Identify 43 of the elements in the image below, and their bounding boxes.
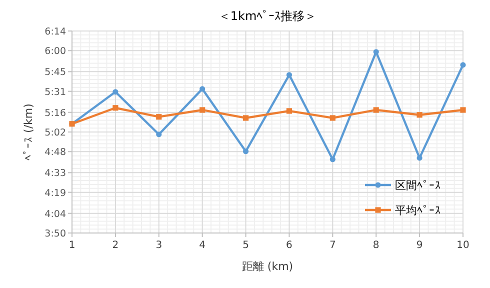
legend-label: 区間ﾍﾟｰｽ <box>395 179 441 192</box>
point <box>416 155 422 161</box>
point <box>330 156 336 162</box>
y-tick: 4:04 <box>44 208 66 220</box>
point <box>156 114 162 120</box>
y-tick: 4:33 <box>44 168 66 180</box>
y-tick: 4:19 <box>44 188 66 199</box>
x-tick: 3 <box>156 240 162 251</box>
point <box>156 132 162 138</box>
x-tick: 7 <box>329 240 336 251</box>
y-tick: 5:45 <box>44 67 66 78</box>
x-tick: 1 <box>68 240 76 251</box>
point <box>286 108 292 114</box>
y-tick: 6:14 <box>44 26 66 38</box>
point <box>416 112 422 118</box>
y-tick: 5:31 <box>44 86 66 98</box>
x-tick: 5 <box>242 240 249 251</box>
point <box>460 62 466 68</box>
x-tick: 4 <box>199 240 206 251</box>
y-tick: 5:16 <box>44 108 66 119</box>
point <box>200 86 206 92</box>
y-tick: 6:00 <box>44 46 66 58</box>
x-tick: 6 <box>286 240 292 251</box>
x-tick: 9 <box>416 240 423 251</box>
point <box>112 89 118 95</box>
y-tick: 5:02 <box>44 128 66 138</box>
title: ＜1kmﾍﾟｰｽ推移＞ <box>218 9 317 23</box>
point <box>286 72 292 78</box>
point <box>373 107 379 113</box>
ylabel: ﾍﾟｰｽ (/km) <box>22 104 35 160</box>
point <box>200 107 206 113</box>
x-tick: 10 <box>456 240 470 251</box>
x-tick: 2 <box>112 240 119 251</box>
point <box>112 105 118 111</box>
y-tick: 4:48 <box>44 147 66 158</box>
x-tick: 8 <box>372 240 380 251</box>
y-tick: 3:50 <box>44 228 66 240</box>
xlabel: 距離 (km) <box>242 260 294 273</box>
point <box>242 148 249 154</box>
legend-label: 平均ﾍﾟｰｽ <box>395 204 441 217</box>
point <box>330 115 336 121</box>
point <box>460 107 466 113</box>
point <box>242 115 249 121</box>
